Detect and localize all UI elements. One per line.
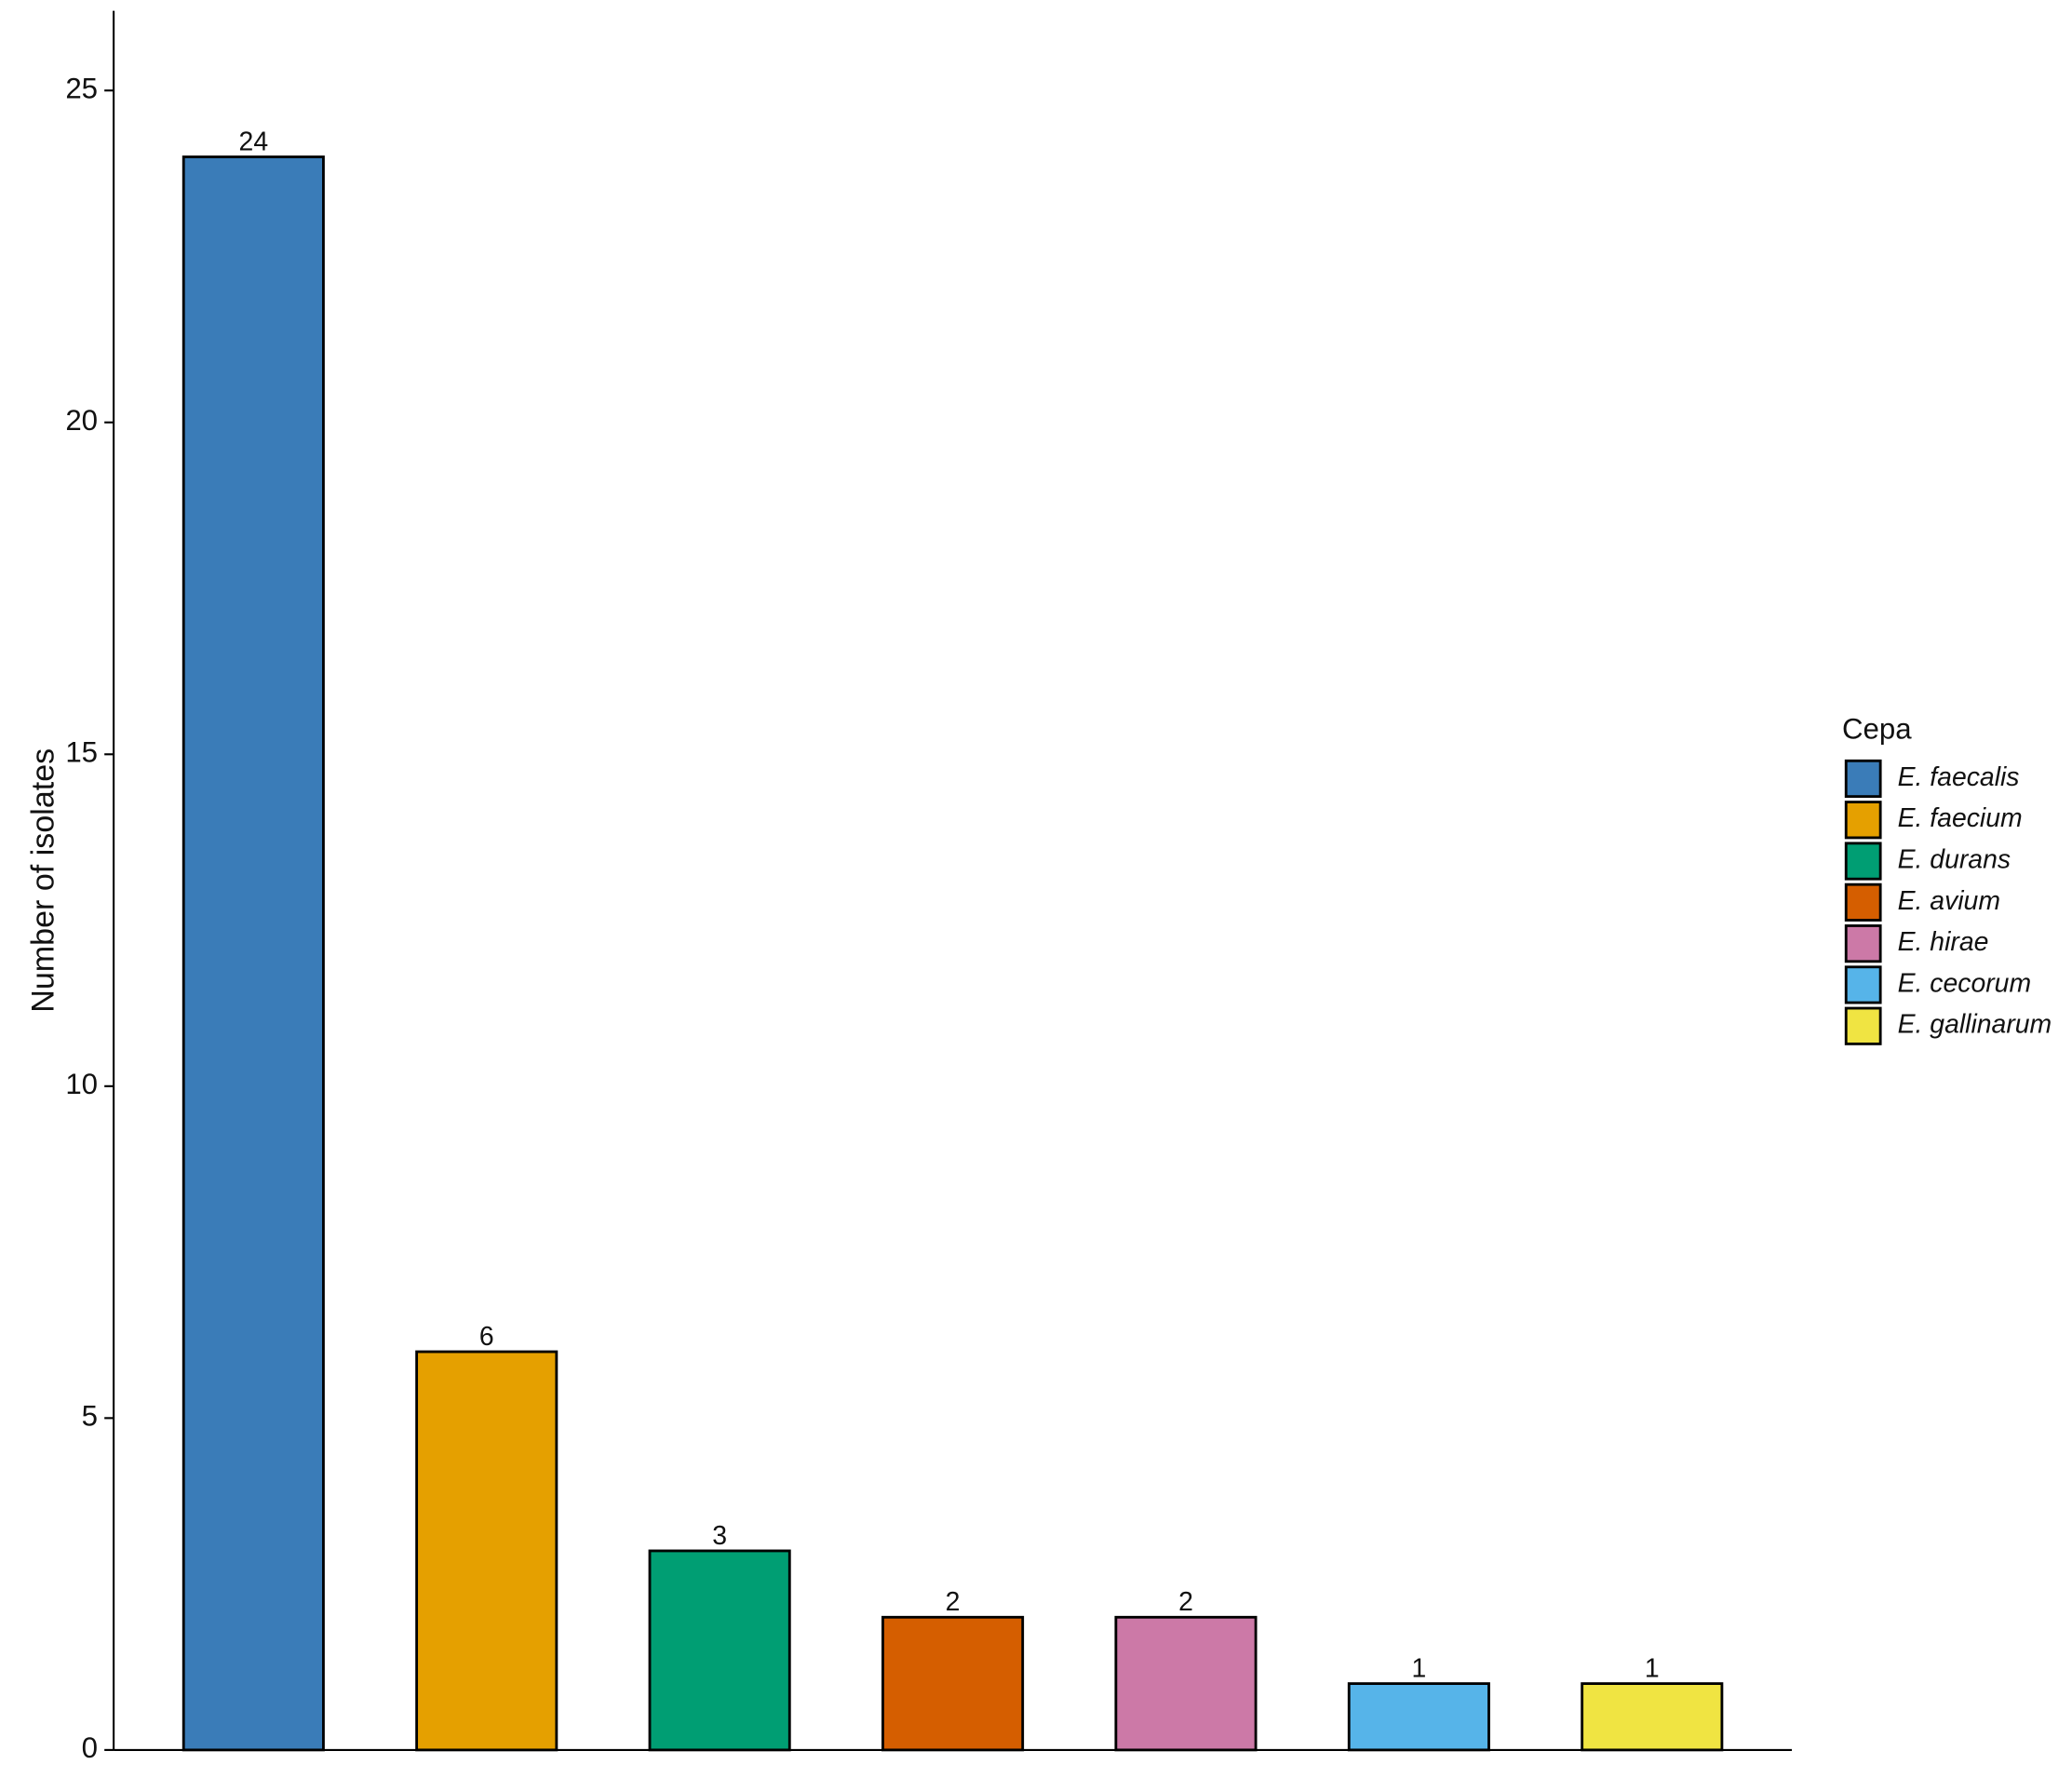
legend-label: E. gallinarum: [1898, 1010, 2052, 1040]
legend-label: E. hirae: [1898, 927, 1989, 957]
value-label: 3: [712, 1521, 727, 1551]
legend-swatch: [1844, 842, 1882, 881]
legend-swatch: [1844, 965, 1882, 1004]
legend-label: E. faecium: [1898, 803, 2023, 833]
value-label: 24: [239, 127, 269, 156]
bar: [1347, 1682, 1490, 1752]
bar: [1114, 1615, 1258, 1752]
bar: [1581, 1682, 1724, 1752]
bar: [648, 1549, 791, 1752]
legend-swatch: [1844, 882, 1882, 922]
bar: [881, 1615, 1025, 1752]
legend-swatch: [1844, 924, 1882, 963]
y-tick-label: 0: [82, 1731, 98, 1764]
legend-label: E. cecorum: [1898, 968, 2031, 998]
y-tick-label: 5: [82, 1400, 98, 1433]
y-tick-label: 10: [65, 1068, 98, 1100]
value-label: 2: [946, 1587, 961, 1617]
legend-label: E. faecalis: [1898, 762, 2020, 792]
legend-title: Cepa: [1842, 713, 1912, 746]
y-tick-label: 15: [65, 736, 98, 769]
bar: [182, 155, 325, 1752]
value-label: 2: [1178, 1587, 1193, 1617]
value-label: 1: [1411, 1653, 1426, 1683]
legend-swatch: [1844, 801, 1882, 840]
y-tick-label: 20: [65, 404, 98, 437]
y-tick-label: 25: [65, 72, 98, 104]
value-label: 6: [479, 1322, 494, 1352]
legend-label: E. durans: [1898, 845, 2011, 875]
legend-label: E. avium: [1898, 886, 2000, 916]
y-axis-label: Number of isolates: [25, 748, 61, 1013]
bar: [415, 1350, 558, 1752]
value-label: 1: [1645, 1653, 1660, 1683]
legend-swatch: [1844, 759, 1882, 799]
legend-swatch: [1844, 1006, 1882, 1045]
